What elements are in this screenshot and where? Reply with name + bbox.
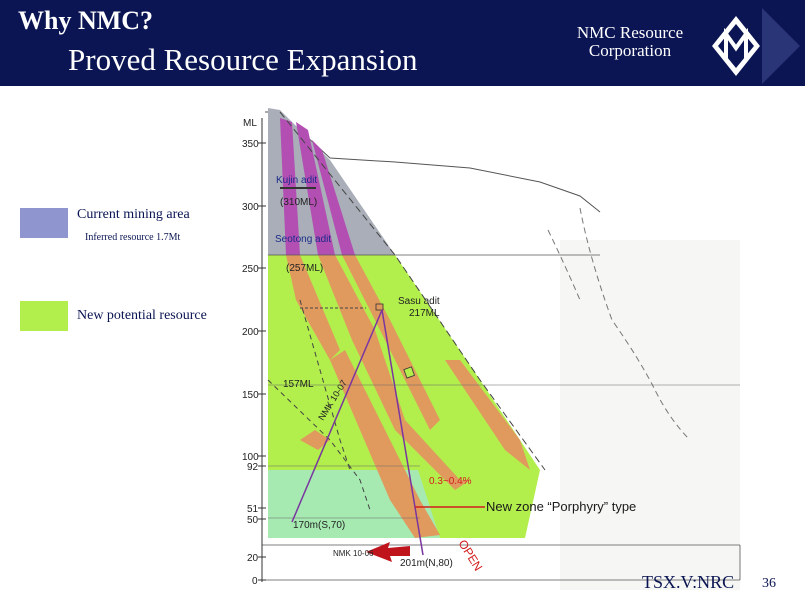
drillhole-line [291,309,383,523]
axis-unit-label: ML [243,118,257,129]
legend-note-current: Inferred resource 1.7Mt [85,232,181,243]
tick-label: 350 [242,139,259,150]
tick-label: 200 [242,327,259,338]
tick-label: 150 [242,390,259,401]
drillhole-line [381,309,424,556]
open-arrow-icon [366,542,410,562]
open-label: OPEN [455,537,485,573]
new-resource-zone [268,255,540,538]
tick-label: 250 [242,264,259,275]
sasu-level-label: 217ML [409,308,440,319]
tick-label: 50 [247,515,259,526]
grade-label: 0.3~0.4% [429,476,472,487]
legend-swatch-new [20,301,68,331]
kujin-adit-label: Kujin adit [276,175,317,186]
legend-label-new: New potential resource [77,308,207,323]
nmc-logo-icon [712,8,800,84]
level-157-label: 157ML [283,379,314,390]
tick-label: 92 [247,462,259,473]
kujin-level-label: (310ML) [280,197,317,208]
seotong-level-label: (257ML) [286,263,323,274]
depth-170-label: 170m(S,70) [293,520,345,531]
legend-swatch-current [20,208,68,238]
legend-label-current: Current mining area [77,207,190,222]
company-name: NMC Resource Corporation [560,24,700,60]
seotong-adit-label: Seotong adit [275,234,331,245]
slide-title: Why NMC? [18,6,154,35]
new-zone-label: New zone “Porphyry” type [486,499,636,514]
page-number: 36 [762,576,776,591]
depth-201-label: 201m(N,80) [400,558,453,569]
slide-subtitle: Proved Resource Expansion [68,42,418,77]
ticker-label: TSX.V:NRC [642,572,735,592]
header-banner: Why NMC? Proved Resource Expansion NMC R… [0,0,805,86]
company-name-line1: NMC Resource [576,23,684,42]
axis-ticks: 350 300 250 200 150 100 92 51 50 20 0 [242,139,266,587]
tick-label: 20 [247,553,259,564]
drillhole-1006-label: NMK 10-06 [333,549,374,558]
tick-label: 51 [247,504,259,515]
geologic-cross-section: ML 350 300 250 200 150 100 92 51 50 20 0… [242,108,741,590]
company-name-line2: Corporation [588,41,672,60]
sasu-adit-label: Sasu adit [398,296,440,307]
tick-label: 0 [252,576,258,587]
tick-label: 300 [242,202,259,213]
tick-label: 100 [242,452,259,463]
